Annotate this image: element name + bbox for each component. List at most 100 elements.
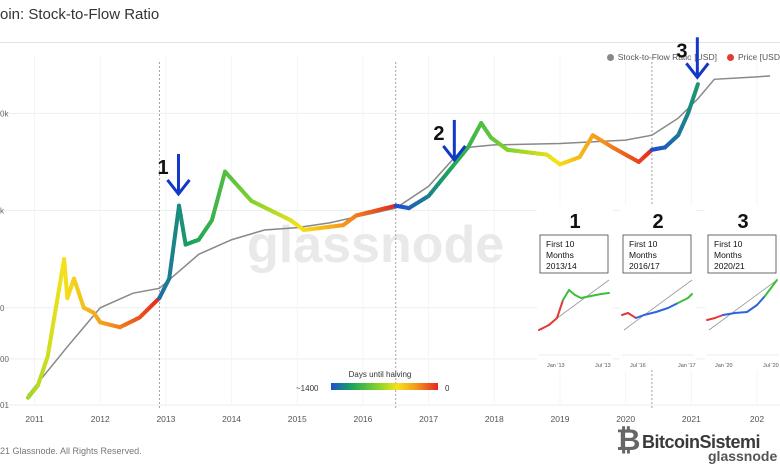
x-tick-label: 2021 — [682, 414, 701, 424]
inset-label-line: First 10 — [546, 239, 575, 249]
inset-price-segment — [677, 297, 689, 304]
annotation-arrow-head — [442, 145, 467, 163]
annotation-arrow-head — [166, 179, 191, 197]
inset-label-line: 2020/21 — [714, 261, 745, 271]
inset-x-tick: Jan '20 — [715, 363, 733, 369]
inset-s2f-line — [708, 279, 778, 331]
inset-x-tick: Jan '17 — [678, 363, 696, 369]
legend-dot-price — [726, 54, 734, 61]
x-tick-label: 2016 — [353, 414, 372, 424]
chart-title: oin: Stock-to-Flow Ratio — [0, 6, 160, 23]
colorbar-title: Days until halving — [349, 370, 412, 379]
colorbar: Days until halving ~1400 0 — [296, 370, 450, 393]
inset-price-segment — [580, 295, 592, 299]
inset-s2f-line — [623, 279, 693, 331]
inset-number: 1 — [569, 211, 580, 233]
annotation-arrow-head — [685, 62, 710, 80]
x-tick-label: 2020 — [616, 414, 635, 424]
inset-panel — [537, 205, 613, 370]
legend-dot-s2f — [606, 54, 614, 61]
inset-price-segment — [600, 292, 610, 295]
inset-label-box — [622, 234, 692, 274]
inset-label-line: Months — [629, 250, 657, 260]
inset-x-tick: Jan '13 — [547, 363, 565, 369]
y-tick-label: 0k — [0, 109, 9, 118]
x-tick-label: 2017 — [419, 414, 438, 424]
inset-price-segment — [556, 299, 564, 319]
inset-label-line: 2013/14 — [546, 261, 577, 271]
inset-price-segment — [764, 287, 772, 297]
copyright-footer: 21 Glassnode. All Rights Reserved. — [0, 446, 142, 456]
title-divider — [0, 42, 780, 43]
price-series — [25, 82, 700, 400]
inset-price-segment — [538, 324, 550, 331]
price-segment — [694, 82, 700, 90]
chart-legend: Stock-to-Flow Ratio [USD] Price [USD — [606, 52, 780, 62]
x-tick-label: 2012 — [91, 414, 110, 424]
inset-label-box — [707, 234, 777, 274]
inset-number: 2 — [652, 211, 663, 233]
inset-price-segment — [706, 317, 716, 321]
inset-label-line: 2016/17 — [629, 261, 660, 271]
bitcoin-logo-icon: ₿ — [616, 424, 641, 457]
y-tick-label: 01 — [0, 401, 9, 410]
y-tick-label: k — [0, 207, 5, 216]
legend-label-s2f: Stock-to-Flow Ratio [USD] — [617, 52, 717, 62]
annotation-number: 2 — [433, 123, 444, 145]
s2f-line — [27, 75, 771, 396]
y-tick-label: 00 — [0, 355, 9, 364]
x-tick-label: 2013 — [156, 414, 175, 424]
colorbar-low-label: ~1400 — [296, 384, 319, 393]
y-tick-label: 0 — [0, 304, 5, 313]
chart-watermark-glassnode: glassnode — [247, 216, 504, 274]
inset-price-segment — [548, 317, 558, 326]
inset-label-box — [539, 234, 609, 274]
x-tick-label: 2015 — [288, 414, 307, 424]
x-tick-label: 2019 — [551, 414, 570, 424]
x-tick-label: 2011 — [25, 414, 44, 424]
inset-price-segment — [562, 289, 570, 301]
inset-price-segment — [590, 293, 602, 297]
x-tick-label: 2014 — [222, 414, 241, 424]
inset-price-segment — [746, 304, 758, 313]
inset-price-segment — [621, 312, 629, 316]
inset-panel — [620, 205, 696, 370]
inset-price-segment — [722, 312, 736, 316]
annotation-arrows: 1 2 3 — [157, 37, 710, 197]
legend-item-s2f[interactable]: Stock-to-Flow Ratio [USD] — [606, 52, 717, 62]
inset-price-segment — [714, 314, 724, 319]
watermark-sub: glassnode — [708, 448, 778, 464]
inset-x-tick: Jul '16 — [630, 363, 646, 369]
inset-price-segment — [756, 295, 766, 306]
inset-label-line: First 10 — [714, 239, 743, 249]
inset-price-segment — [667, 302, 679, 309]
colorbar-gradient — [331, 383, 438, 390]
inset-x-tick: Jul '20 — [763, 363, 779, 369]
site-watermark: ₿ BitcoinSistemi glassnode — [612, 424, 780, 464]
inset-price-segment — [770, 279, 778, 289]
colorbar-high-label: 0 — [445, 384, 450, 393]
annotation-number: 3 — [676, 40, 687, 62]
legend-item-price[interactable]: Price [USD — [726, 52, 780, 62]
x-tick-label: 202 — [750, 414, 764, 424]
inset-panel — [705, 205, 780, 370]
inset-price-segment — [734, 311, 748, 314]
legend-label-price: Price [USD — [737, 52, 780, 62]
inset-x-tick: Jul '13 — [595, 363, 611, 369]
annotation-number: 1 — [157, 157, 168, 179]
inset-price-segment — [687, 293, 693, 299]
inset-price-segment — [635, 314, 645, 319]
inset-label-line: Months — [714, 250, 742, 260]
s2f-series — [27, 75, 771, 396]
watermark-brand: BitcoinSistemi — [642, 432, 761, 452]
x-axis-ticks: 2011 2012 2013 2014 2015 2016 2017 2018 2019 2020… — [25, 414, 764, 424]
inset-price-segment — [627, 312, 637, 319]
inset-price-segment — [643, 311, 657, 316]
inset-label-line: Months — [546, 250, 574, 260]
inset-number: 3 — [737, 211, 748, 233]
inset-price-segment — [655, 307, 669, 313]
inset-price-segment — [574, 294, 582, 299]
